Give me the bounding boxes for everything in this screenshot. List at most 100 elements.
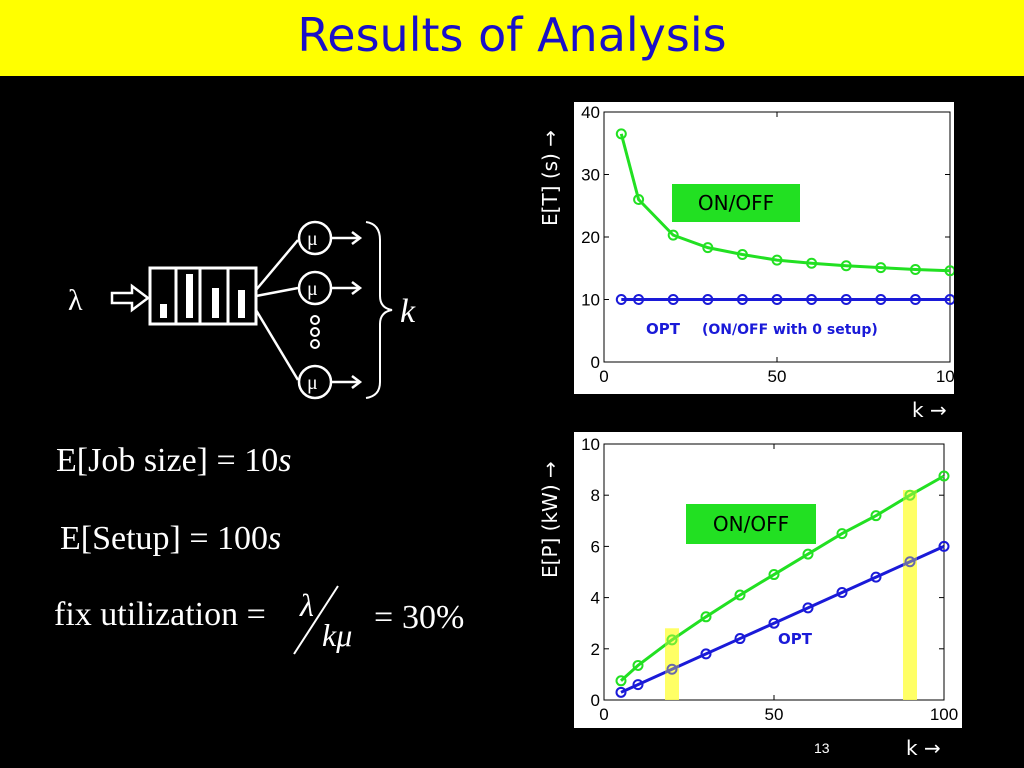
job-bar — [212, 288, 219, 318]
data-point — [836, 586, 848, 598]
data-point — [875, 294, 887, 305]
page-number: 13 — [814, 740, 830, 756]
data-point — [702, 242, 714, 254]
setup-unit: s — [268, 520, 282, 557]
setup-value: 100 — [217, 520, 269, 557]
x-tick-label: 100 — [930, 705, 958, 724]
data-point — [734, 633, 746, 645]
data-point — [736, 294, 748, 305]
data-point — [615, 675, 627, 687]
data-point — [806, 294, 818, 305]
arrival-arrow-icon — [110, 283, 151, 313]
x-tick-label: 0 — [599, 367, 608, 386]
y-tick-label: 10 — [581, 291, 600, 310]
series-line-onoff — [619, 133, 951, 273]
job-bar — [160, 304, 167, 318]
data-point — [768, 617, 780, 629]
data-point — [632, 659, 644, 671]
data-point — [633, 194, 645, 205]
svg-text:=: = — [374, 599, 393, 636]
equation-setup: E[Setup] = 100s — [60, 520, 282, 557]
y-tick-label: 20 — [581, 228, 600, 247]
ellipsis-dots — [310, 315, 320, 349]
data-point — [802, 548, 814, 560]
chart-power: 0 2 4 6 8 10 0 50 100 ON/OFF OPT — [574, 432, 962, 728]
onoff-label-box — [672, 184, 800, 222]
x-tick-label: 0 — [599, 705, 608, 724]
y-tick-label: 0 — [591, 691, 600, 710]
chart1-xlabel: k → — [912, 398, 947, 422]
setup-lhs: E[Setup] — [60, 520, 181, 557]
y-tick-label: 40 — [581, 103, 600, 122]
equation-utilization: fix utilization = — [54, 596, 266, 633]
highlight-overlay — [665, 628, 679, 700]
data-point — [836, 528, 848, 540]
arrival-rate-symbol: λ — [68, 284, 83, 317]
y-tick-label: 0 — [591, 353, 600, 372]
data-point — [700, 611, 712, 623]
data-point — [615, 686, 627, 698]
job-size-value: 10 — [244, 442, 279, 479]
server-2: μ — [297, 270, 363, 306]
data-point — [938, 540, 950, 552]
data-point — [904, 489, 916, 501]
data-point — [615, 294, 627, 305]
chart2-ylabel: E[P] (kW) → — [538, 461, 562, 578]
x-tick-label: 50 — [768, 367, 787, 386]
server-1: μ — [297, 220, 363, 256]
service-rate-symbol: μ — [307, 228, 318, 250]
data-point — [633, 294, 645, 305]
chart-response-time: 0 10 20 30 40 0 50 100 ON/OFF OPT (ON/OFF with 0 s… — [574, 102, 964, 394]
x-tick-label: 100 — [936, 367, 954, 386]
server-brace — [365, 221, 393, 399]
highlight-overlay — [903, 490, 917, 700]
data-point — [904, 556, 916, 568]
data-point — [702, 294, 714, 305]
highlight-bar — [903, 490, 917, 700]
server-k: μ — [297, 364, 363, 400]
data-point — [667, 229, 679, 241]
data-point — [666, 663, 678, 675]
fraction-denominator: kμ — [322, 617, 352, 653]
data-point — [870, 510, 882, 522]
job-size-lhs: E[Job size] — [56, 442, 209, 479]
job-bar — [186, 274, 193, 318]
data-point — [666, 634, 678, 646]
data-point — [870, 571, 882, 583]
y-tick-label: 6 — [591, 537, 600, 556]
slide-title: Results of Analysis — [297, 8, 727, 62]
data-point — [632, 679, 644, 691]
utilization-lhs: fix utilization — [54, 596, 239, 633]
data-point — [736, 249, 748, 260]
equation-job-size: E[Job size] = 10s — [56, 442, 292, 479]
fraction-numerator: λ — [299, 587, 314, 623]
y-tick-label: 30 — [581, 166, 600, 185]
data-point — [938, 470, 950, 482]
chart2-xlabel: k → — [906, 736, 941, 760]
opt-label: OPT — [646, 320, 681, 338]
y-tick-label: 10 — [581, 435, 600, 454]
data-point — [615, 128, 627, 140]
server-count-label: k — [400, 293, 416, 330]
data-point — [700, 648, 712, 660]
plot-area — [603, 443, 945, 701]
y-tick-label: 4 — [591, 589, 600, 608]
opt-label: OPT — [778, 630, 813, 648]
onoff-label-box — [686, 504, 816, 544]
chart1-ylabel: E[T] (s) → — [538, 130, 562, 226]
service-rate-symbol: μ — [307, 372, 318, 394]
data-point — [840, 294, 852, 305]
data-point — [875, 262, 887, 274]
data-point — [909, 264, 921, 275]
y-tick-label: 8 — [591, 486, 600, 505]
onoff-label: ON/OFF — [698, 191, 774, 215]
data-point — [909, 294, 921, 305]
data-point — [771, 294, 783, 305]
queue-diagram: λ μ μ μ k — [68, 220, 416, 400]
utilization-value: 30% — [402, 599, 464, 636]
y-tick-label: 2 — [591, 640, 600, 659]
service-rate-symbol: μ — [307, 278, 318, 300]
data-point — [667, 294, 679, 305]
x-tick-label: 50 — [765, 705, 784, 724]
data-point — [802, 602, 814, 614]
